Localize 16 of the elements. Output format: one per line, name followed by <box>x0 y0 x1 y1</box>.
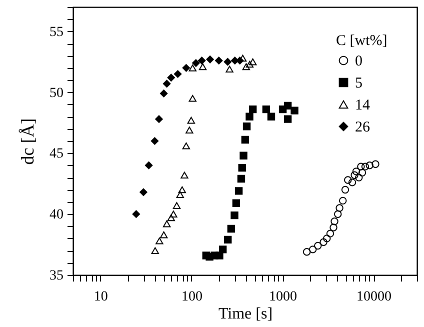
x-tick-label: 1000 <box>269 290 298 304</box>
x-tick-label: 10 <box>94 290 108 304</box>
y-tick-label: 50 <box>50 86 64 101</box>
legend-label: 0 <box>355 54 362 70</box>
x-axis-title: Time [s] <box>218 306 273 322</box>
legend-title: C [wt%] <box>336 33 388 49</box>
x-tick-label: 100 <box>181 290 202 304</box>
legend-label: 14 <box>355 98 370 114</box>
y-axis-title: dc [Å] <box>18 118 38 165</box>
legend-label: 26 <box>355 120 370 136</box>
y-tick-label: 40 <box>50 208 64 223</box>
y-tick-label: 45 <box>50 146 64 162</box>
legend-label: 5 <box>355 76 362 92</box>
y-tick-label: 55 <box>50 24 64 40</box>
x-tick-label: 10000 <box>356 290 392 304</box>
y-tick-label: 35 <box>50 268 64 284</box>
